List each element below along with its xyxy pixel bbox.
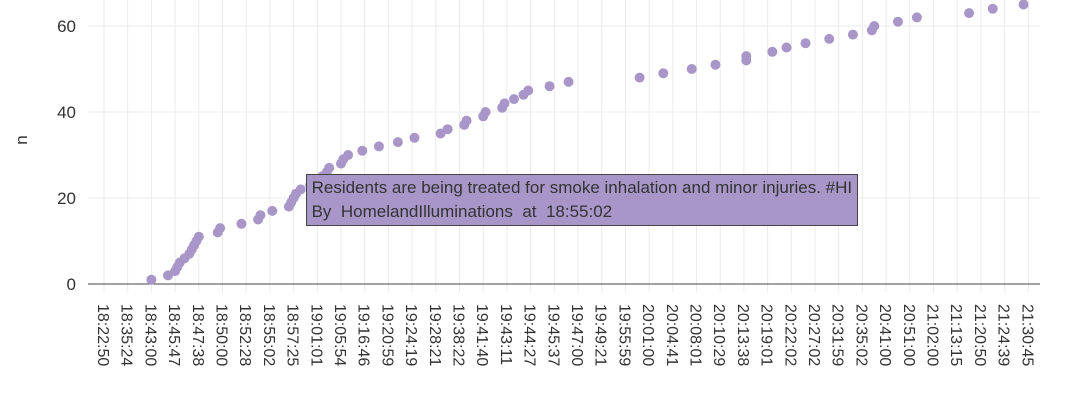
x-tick-label: 18:43:00 [141,304,158,366]
data-point[interactable] [686,64,697,74]
data-point[interactable] [911,12,922,23]
x-tick-label: 21:24:39 [995,304,1012,366]
data-point[interactable] [409,132,420,143]
data-point[interactable] [658,68,669,79]
tooltip-at-label: at [522,202,537,221]
y-tick-label: 60 [57,17,76,36]
x-tick-label: 20:19:01 [758,304,775,366]
data-point[interactable] [324,162,335,173]
hover-tooltip: Residents are being treated for smoke in… [305,174,859,226]
x-tick-label: 20:13:38 [734,304,751,366]
data-point[interactable] [892,16,903,27]
x-tick-label: 19:24:19 [402,304,419,366]
data-points[interactable] [146,0,1029,285]
data-point[interactable] [1018,0,1029,10]
x-tick-label: 19:01:01 [307,304,324,366]
data-point[interactable] [442,124,453,135]
x-tick-label: 19:45:37 [544,304,561,366]
data-point[interactable] [964,8,975,19]
x-tick-label: 19:47:00 [568,304,585,366]
x-tick-label: 19:38:22 [450,304,467,366]
data-point[interactable] [343,150,354,160]
x-tick-label: 18:45:47 [165,304,182,366]
tooltip-text: Residents are being treated for smoke in… [311,178,853,197]
data-point[interactable] [215,223,226,234]
x-tick-label: 20:22:02 [781,304,798,366]
data-point[interactable] [295,184,306,195]
data-point[interactable] [710,59,721,70]
x-tick-label: 20:04:41 [663,304,680,366]
data-point[interactable] [634,72,645,83]
x-tick-label: 19:55:59 [615,304,632,366]
x-tick-label: 18:22:50 [94,304,111,366]
x-tick-label: 19:28:21 [426,304,443,366]
data-point[interactable] [499,98,510,109]
data-point[interactable] [480,107,491,117]
x-tick-label: 20:35:02 [852,304,869,366]
x-tick-label: 18:50:00 [213,304,230,366]
data-point[interactable] [824,33,835,44]
y-tick-label: 20 [57,189,76,208]
x-tick-label: 20:41:00 [876,304,893,366]
x-tick-label: 19:16:46 [355,304,372,366]
x-tick-label: 19:49:21 [592,304,609,366]
x-tick-label: 18:47:38 [189,304,206,366]
tooltip-by-label: By [311,202,332,221]
x-tick-label: 21:20:50 [971,304,988,366]
x-tick-label: 21:30:45 [1018,304,1035,366]
x-tick-label: 19:44:27 [521,304,538,366]
data-point[interactable] [146,274,157,285]
y-axis-title: n [12,135,31,144]
data-point[interactable] [509,94,520,105]
data-point[interactable] [869,21,880,31]
x-tick-label: 20:08:01 [687,304,704,366]
x-tick-label: 21:13:15 [947,304,964,366]
data-point[interactable] [461,115,472,126]
gridlines [88,0,1040,292]
x-tick-label: 19:20:59 [378,304,395,366]
y-tick-label: 0 [67,275,76,294]
x-tick-label: 19:43:11 [497,304,514,365]
data-point[interactable] [236,218,247,229]
data-point[interactable] [781,42,792,53]
data-point[interactable] [267,205,278,216]
data-point[interactable] [523,85,534,96]
x-axis-ticks: 18:22:50 18:35:24 18:43:00 18:45:47 18:47:38… [94,304,1035,366]
x-tick-label: 20:27:02 [805,304,822,366]
data-point[interactable] [767,46,778,57]
data-point[interactable] [544,81,555,92]
tooltip-meta: By HomelandIlluminations at 18:55:02 [312,200,853,224]
x-tick-label: 19:05:54 [331,304,348,366]
x-tick-label: 20:01:00 [639,304,656,366]
x-tick-label: 18:57:25 [284,304,301,366]
x-tick-label: 20:31:59 [829,304,846,366]
data-point[interactable] [800,38,811,49]
data-point[interactable] [373,141,384,152]
data-point[interactable] [193,231,204,242]
x-tick-label: 18:35:24 [118,304,135,366]
data-point[interactable] [847,29,858,40]
data-point[interactable] [987,3,998,14]
data-point[interactable] [741,51,752,62]
tooltip-time: 18:55:02 [545,202,613,221]
tooltip-user: HomelandIlluminations [340,202,513,221]
x-tick-label: 18:55:02 [260,304,277,366]
data-point[interactable] [255,210,266,221]
data-point[interactable] [357,145,368,156]
x-tick-label: 19:41:40 [473,304,490,366]
data-point[interactable] [392,137,403,148]
x-tick-label: 21:02:00 [924,304,941,366]
y-tick-label: 40 [57,103,76,122]
data-point[interactable] [563,76,574,87]
x-tick-label: 20:10:29 [710,304,727,366]
y-axis-ticks: 0 20 40 60 [57,17,76,294]
x-tick-label: 18:52:28 [236,304,253,366]
x-tick-label: 20:51:00 [900,304,917,366]
